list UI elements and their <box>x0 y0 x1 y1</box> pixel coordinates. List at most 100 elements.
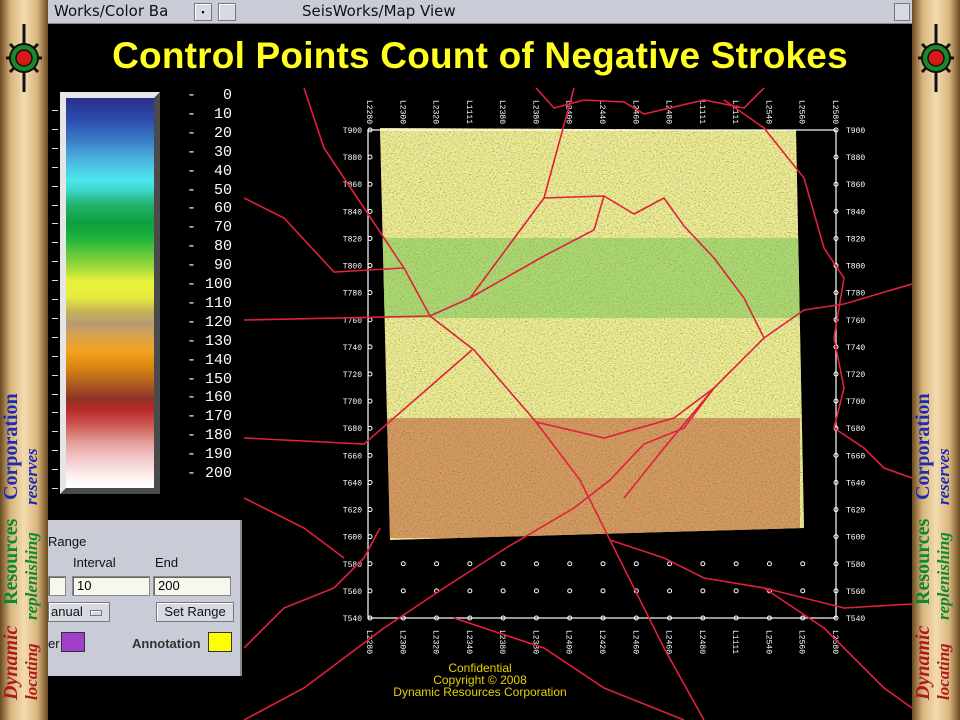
crossline-axis-label: T900 <box>343 127 362 136</box>
color-bar-label: - 40 <box>186 162 232 180</box>
crossline-axis-label: T540 <box>343 615 362 624</box>
inline-axis-label: L2580 <box>830 630 839 654</box>
control-point <box>800 588 806 594</box>
range-panel: Range Interval End 10 200 anual Set Rang… <box>48 520 242 676</box>
left-banner-text: Dynamic Resources Corporation locating r… <box>0 100 48 710</box>
inline-axis-label: L2560 <box>797 630 806 654</box>
inline-axis-label: L2280 <box>364 630 373 654</box>
control-point <box>833 561 839 567</box>
color-bar <box>60 92 160 494</box>
color-bar-label: - 90 <box>186 257 232 275</box>
control-point <box>633 615 639 621</box>
crossline-axis-label: T880 <box>343 154 362 163</box>
map-view-canvas[interactable]: L2280 L2300 L2320 L1111 L2380 L2380 L2400 L2440… <box>244 88 912 720</box>
crossline-axis-label: T720 <box>343 371 362 380</box>
crossline-axis-label: T580 <box>846 561 865 570</box>
control-point <box>766 615 772 621</box>
control-point <box>367 534 373 540</box>
layer-color-swatch[interactable] <box>61 632 85 652</box>
color-bar-label: - 30 <box>186 143 232 161</box>
color-bar-gradient <box>66 98 154 488</box>
crossline-axis-label: T740 <box>846 344 865 353</box>
control-point <box>766 561 772 567</box>
inline-axis-label: L2320 <box>431 630 440 654</box>
inline-axis-label: L2460 <box>630 630 639 654</box>
end-label: End <box>155 555 179 570</box>
county-boundaries <box>244 88 912 720</box>
control-point <box>833 398 839 404</box>
color-bar-tick <box>52 223 58 225</box>
control-point <box>633 561 639 567</box>
crossline-axis-label: T680 <box>343 425 362 434</box>
control-point <box>434 561 440 567</box>
color-bar-tick <box>52 488 58 489</box>
crossline-axis-label: T780 <box>846 290 865 299</box>
crossline-axis-label: T740 <box>343 344 362 353</box>
control-point <box>400 561 406 567</box>
control-point <box>567 588 573 594</box>
control-point <box>600 615 606 621</box>
inline-axis-label: L2440 <box>597 100 606 124</box>
control-point <box>833 235 839 241</box>
color-bar-label: - 150 <box>186 370 232 388</box>
crossline-axis-label: T620 <box>343 507 362 516</box>
color-bar-tick <box>52 412 58 414</box>
crossline-axis-label: T660 <box>846 452 865 461</box>
control-point <box>533 561 539 567</box>
color-bar-label: - 140 <box>186 351 232 369</box>
inline-axis-label: L2560 <box>797 100 806 124</box>
tagline-word-1: locating <box>22 643 41 700</box>
slide-title: Control Points Count of Negative Strokes <box>112 35 848 76</box>
window-maximize-button[interactable] <box>218 3 236 21</box>
color-bar-label: - 10 <box>186 105 232 123</box>
crossline-axis-label: T620 <box>846 507 865 516</box>
interval-field[interactable]: 10 <box>72 576 150 596</box>
color-bar-tick <box>52 261 58 263</box>
crossline-axis-label: T600 <box>343 534 362 543</box>
control-point <box>700 588 706 594</box>
control-point <box>467 615 473 621</box>
company-logo-icon <box>916 22 956 94</box>
color-bar-label: - 160 <box>186 389 232 407</box>
inline-axis-label: L1111 <box>464 100 473 124</box>
copyright-text: Copyright © 2008 <box>433 673 527 687</box>
color-bar-tick <box>52 469 58 471</box>
banner-word-3: Corporation <box>912 393 934 500</box>
control-point <box>600 588 606 594</box>
range-mode-menu[interactable]: anual <box>48 602 110 622</box>
annotation-color-swatch[interactable] <box>208 632 232 652</box>
copyright-notice: Confidential Copyright © 2008 Dynamic Re… <box>380 662 580 698</box>
control-point <box>367 181 373 187</box>
inline-axis-label: L1111 <box>730 630 739 654</box>
control-point <box>533 588 539 594</box>
crossline-axis-label: T700 <box>343 398 362 407</box>
control-point <box>833 507 839 513</box>
color-bar-tick <box>52 128 58 130</box>
crossline-axis-label: T900 <box>846 127 865 136</box>
inline-axis-label: L2280 <box>364 100 373 124</box>
company-logo-icon <box>4 22 44 94</box>
tagline-word-3: reserves <box>934 448 953 505</box>
end-field[interactable]: 200 <box>153 576 231 596</box>
inline-axis-label: L2340 <box>464 630 473 654</box>
start-field[interactable] <box>48 576 66 596</box>
color-bar-tick <box>52 317 58 319</box>
control-point <box>367 290 373 296</box>
crossline-axis-label: T800 <box>846 263 865 272</box>
banner-word-2: Resources <box>912 519 934 605</box>
control-point-grid <box>367 127 839 621</box>
control-point <box>367 235 373 241</box>
window-control-button[interactable] <box>894 3 910 21</box>
window-menu-button[interactable]: ▪ <box>194 3 212 21</box>
crossline-axis-label: T820 <box>343 235 362 244</box>
control-point <box>367 452 373 458</box>
control-point <box>367 371 373 377</box>
set-range-button[interactable]: Set Range <box>156 602 234 622</box>
color-bar-labels: - 0- 10- 20- 30- 40- 50- 60- 70- 80- 90-… <box>178 88 238 492</box>
inline-axis-label: L2580 <box>830 100 839 124</box>
control-point <box>367 127 373 133</box>
control-point <box>833 371 839 377</box>
control-point <box>800 561 806 567</box>
crossline-axis-label: T540 <box>846 615 865 624</box>
option-menu-icon <box>90 609 103 616</box>
